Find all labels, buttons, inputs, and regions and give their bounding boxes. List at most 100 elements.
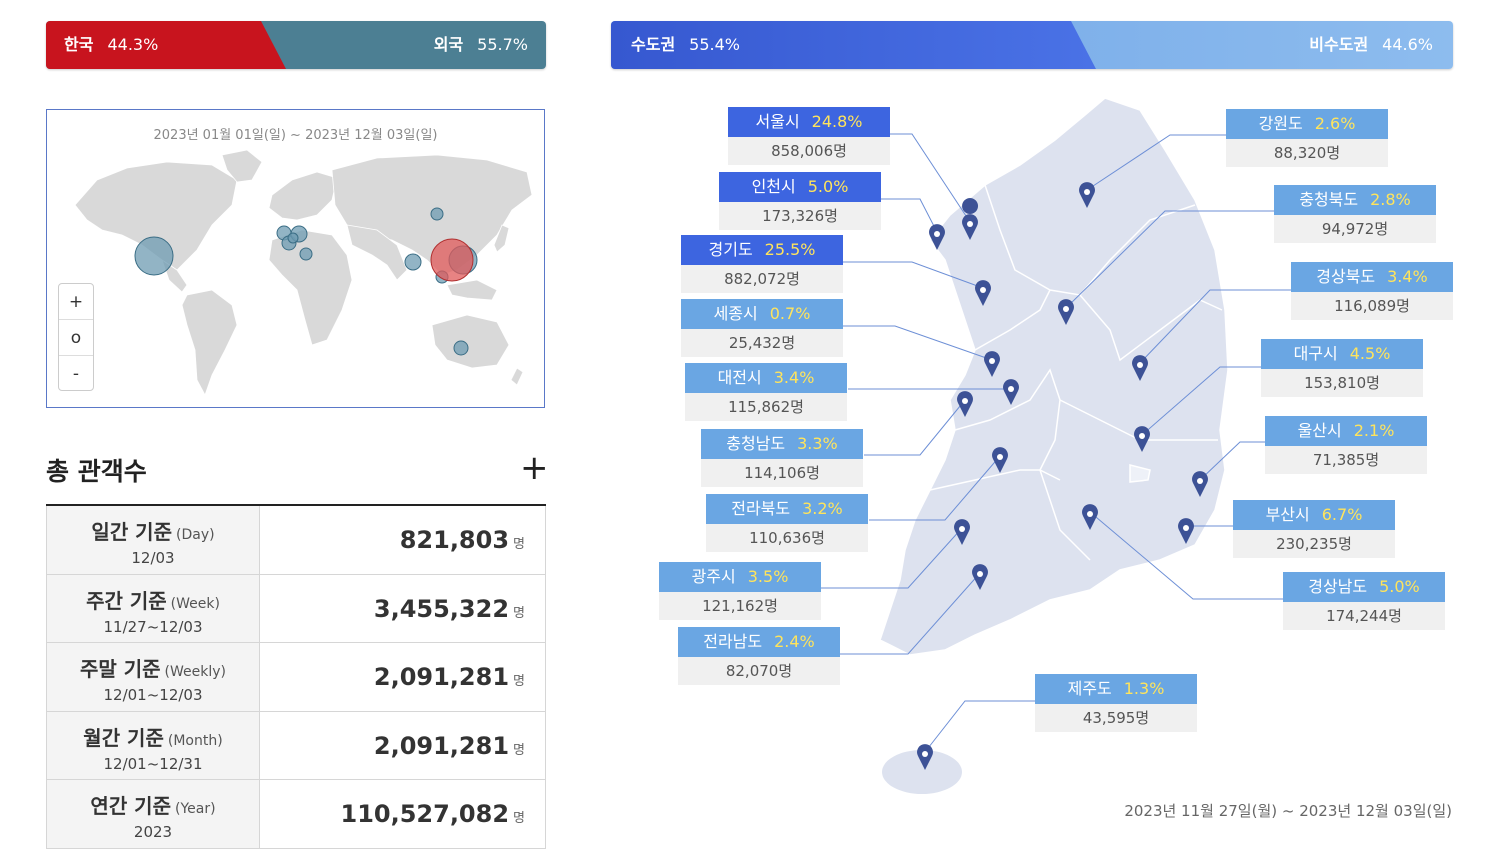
row-label: 월간 기준	[83, 725, 164, 750]
region-jeonnam[interactable]: 전라남도 2.4% 82,070명	[678, 627, 840, 685]
region-header: 대구시 4.5%	[1261, 339, 1423, 369]
region-daejeon[interactable]: 대전시 3.4% 115,862명	[685, 363, 847, 421]
pin-icon[interactable]	[917, 744, 933, 770]
region-sejong[interactable]: 세종시 0.7% 25,432명	[681, 299, 843, 357]
region-gyeongnam[interactable]: 경상남도 5.0% 174,244명	[1283, 572, 1445, 630]
pin-icon[interactable]	[992, 447, 1008, 473]
pin-icon[interactable]	[1178, 518, 1194, 544]
region-header: 부산시 6.7%	[1233, 500, 1395, 530]
row-sub: (Year)	[175, 801, 216, 817]
region-gyeongbuk[interactable]: 경상북도 3.4% 116,089명	[1291, 262, 1453, 320]
region-name: 전라남도	[703, 632, 763, 651]
region-pct: 3.2%	[802, 499, 843, 518]
region-header: 울산시 2.1%	[1265, 416, 1427, 446]
region-count: 88,320명	[1226, 139, 1388, 167]
world-map-date-range: 2023년 01월 01일(일) ~ 2023년 12월 03일(일)	[153, 128, 438, 143]
region-name: 울산시	[1297, 421, 1342, 440]
zoom-reset-button[interactable]: o	[59, 320, 93, 356]
table-row: 일간 기준 (Day) 12/03 821,803 명	[46, 506, 546, 575]
region-count: 882,072명	[681, 265, 843, 293]
region-pct: 1.3%	[1123, 679, 1165, 698]
row-sub: (Month)	[167, 732, 223, 749]
region-header: 충청남도 3.3%	[701, 429, 863, 459]
pin-icon[interactable]	[975, 280, 991, 306]
region-header: 경기도 25.5%	[681, 235, 843, 265]
pin-icon[interactable]	[1079, 182, 1095, 208]
region-header: 대전시 3.4%	[685, 363, 847, 393]
region-busan[interactable]: 부산시 6.7% 230,235명	[1233, 500, 1395, 558]
region-gyeonggi[interactable]: 경기도 25.5% 882,072명	[681, 235, 843, 293]
region-daegu[interactable]: 대구시 4.5% 153,810명	[1261, 339, 1423, 397]
region-pct: 2.4%	[774, 632, 815, 651]
domestic-value: 44.3%	[107, 35, 159, 54]
pin-icon[interactable]	[1192, 471, 1208, 497]
row-label: 일간 기준	[91, 520, 172, 544]
region-chungbuk[interactable]: 충청북도 2.8% 94,972명	[1274, 185, 1436, 243]
row-header: 연간 기준 (Year) 2023	[46, 780, 260, 848]
value-number: 2,091,281	[373, 731, 510, 760]
bubble-usa[interactable]	[134, 236, 174, 276]
ratio-bar-graphic-right	[611, 21, 1453, 69]
totals-table: 일간 기준 (Day) 12/03 821,803 명 주간 기준 (Week) 11…	[46, 504, 546, 849]
region-header: 제주도 1.3%	[1035, 674, 1197, 704]
region-jeju[interactable]: 제주도 1.3% 43,595명	[1035, 674, 1197, 732]
zoom-in-button[interactable]: +	[59, 284, 93, 320]
table-row: 월간 기준 (Month) 12/01~12/31 2,091,281 명	[46, 711, 546, 780]
row-value: 2,091,281 명	[260, 711, 546, 779]
pin-icon[interactable]	[954, 519, 970, 545]
region-name: 부산시	[1265, 505, 1310, 524]
region-jeonbuk[interactable]: 전라북도 3.2% 110,636명	[706, 494, 868, 552]
region-header: 서울시 24.8%	[728, 107, 890, 137]
world-map[interactable]	[47, 110, 544, 407]
region-count: 110,636명	[706, 524, 868, 552]
region-pct: 5.0%	[1379, 577, 1420, 596]
foreign-label: 외국	[433, 35, 464, 54]
pin-icon[interactable]	[1003, 379, 1019, 405]
pin-icon[interactable]	[957, 391, 973, 417]
korea-map[interactable]	[600, 80, 1480, 810]
pin-icon[interactable]	[972, 564, 988, 590]
region-gangwon[interactable]: 강원도 2.6% 88,320명	[1226, 109, 1388, 167]
region-pct: 6.7%	[1321, 505, 1363, 524]
pin-icon[interactable]	[1132, 355, 1148, 381]
pin-icon[interactable]	[1082, 504, 1098, 530]
region-name: 경기도	[708, 240, 753, 259]
region-pct: 3.3%	[797, 434, 838, 453]
region-name: 대전시	[717, 368, 762, 387]
region-name: 강원도	[1258, 114, 1303, 133]
bubble-korea[interactable]	[430, 238, 474, 282]
more-plus-button[interactable]: +	[520, 448, 549, 488]
bubble-australia[interactable]	[453, 340, 469, 356]
value-unit: 명	[513, 811, 525, 826]
region-name: 세종시	[713, 304, 758, 323]
table-row: 주말 기준 (Weekly) 12/01~12/03 2,091,281 명	[46, 643, 546, 712]
region-pct: 3.4%	[1387, 267, 1428, 286]
region-header: 전라남도 2.4%	[678, 627, 840, 657]
value-number: 110,527,082	[340, 800, 510, 828]
pin-icon[interactable]	[1134, 426, 1150, 452]
region-chungnam[interactable]: 충청남도 3.3% 114,106명	[701, 429, 863, 487]
region-count: 94,972명	[1274, 215, 1436, 243]
region-name: 서울시	[755, 112, 800, 131]
region-pct: 2.6%	[1314, 114, 1356, 133]
table-row: 연간 기준 (Year) 2023 110,527,082 명	[46, 780, 546, 849]
region-gwangju[interactable]: 광주시 3.5% 121,162명	[659, 562, 821, 620]
region-ulsan[interactable]: 울산시 2.1% 71,385명	[1265, 416, 1427, 474]
domestic-label: 한국	[64, 35, 94, 54]
row-period: 12/01~12/31	[103, 754, 203, 773]
region-count: 173,326명	[719, 202, 881, 230]
bubble-belgium[interactable]	[287, 232, 299, 244]
pin-icon[interactable]	[984, 351, 1000, 377]
region-incheon[interactable]: 인천시 5.0% 173,326명	[719, 172, 881, 230]
row-value: 2,091,281 명	[260, 643, 546, 711]
bubble-russia-east[interactable]	[430, 207, 444, 221]
region-seoul[interactable]: 서울시 24.8% 858,006명	[728, 107, 890, 165]
pin-icon[interactable]	[1058, 299, 1074, 325]
region-name: 경상남도	[1308, 577, 1368, 596]
region-name: 전라북도	[731, 499, 791, 518]
pin-icon[interactable]	[929, 224, 945, 250]
bubble-italy[interactable]	[299, 247, 313, 261]
bubble-china-west[interactable]	[404, 253, 422, 271]
zoom-out-button[interactable]: -	[72, 364, 80, 384]
pin-icon[interactable]	[962, 214, 978, 240]
